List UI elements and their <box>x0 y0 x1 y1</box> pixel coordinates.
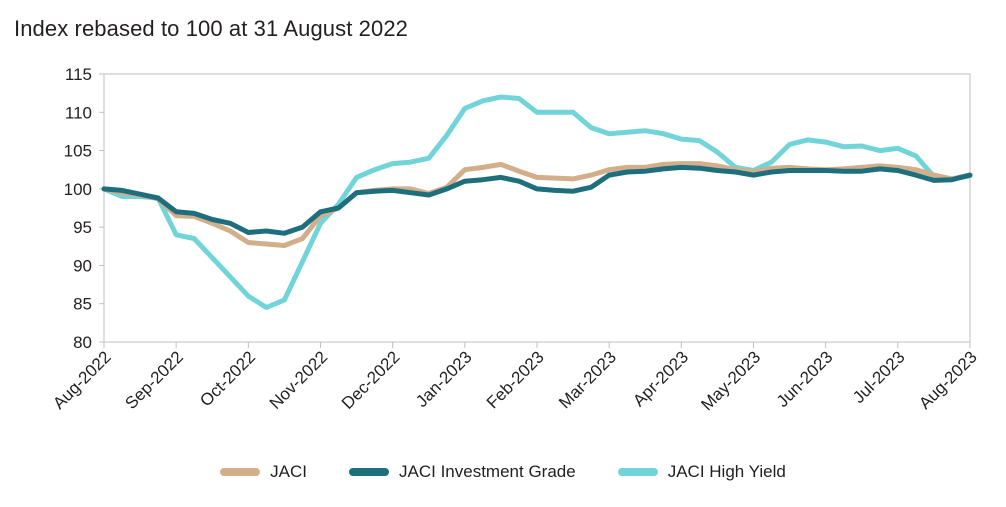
y-tick-label: 80 <box>73 333 92 352</box>
series-line-jaci-high-yield <box>101 94 973 310</box>
legend-label: JACI High Yield <box>667 462 786 481</box>
legend-label: JACI <box>270 462 308 481</box>
x-tick-label: Oct-2022 <box>196 347 259 410</box>
x-tick-label: Mar-2023 <box>555 347 620 412</box>
y-tick-label: 105 <box>64 142 92 161</box>
x-tick-label: Dec-2022 <box>338 347 404 413</box>
legend-item: JACI Investment Grade <box>349 462 576 482</box>
series-line-jaci-investment-grade <box>101 164 973 236</box>
x-tick-label: Aug-2022 <box>49 347 115 413</box>
legend-swatch <box>617 468 658 476</box>
legend-item: JACI <box>220 462 307 482</box>
y-tick-label: 95 <box>73 218 92 237</box>
x-axis: Aug-2022 Sep-2022 Oct-2022 Nov-2022 Dec-2022… <box>49 342 981 414</box>
x-tick-label: Jul-2023 <box>849 347 909 407</box>
series-line-jaci <box>101 161 973 248</box>
y-tick-label: 110 <box>65 103 92 122</box>
x-tick-label: Jan-2023 <box>412 347 476 411</box>
legend-swatch <box>349 468 390 476</box>
legend-label: JACI Investment Grade <box>399 462 576 481</box>
x-tick-label: Apr-2023 <box>629 347 692 410</box>
chart-title: Index rebased to 100 at 31 August 2022 <box>14 16 408 41</box>
x-tick-label: Aug-2023 <box>915 347 981 413</box>
x-tick-label: Jun-2023 <box>773 347 837 411</box>
x-tick-label: Feb-2023 <box>483 347 548 412</box>
legend-item: JACI High Yield <box>617 462 786 482</box>
y-axis: 80 85 90 95 100 105 110 115 <box>64 65 104 352</box>
x-tick-label: May-2023 <box>697 347 764 414</box>
legend-swatch <box>220 468 261 476</box>
y-tick-label: 115 <box>65 65 92 84</box>
series-layer <box>101 94 973 310</box>
legend: JACI JACI Investment Grade JACI High Yield <box>0 462 1006 482</box>
y-tick-label: 100 <box>64 180 92 199</box>
x-tick-label: Nov-2022 <box>266 347 332 413</box>
x-tick-label: Sep-2022 <box>121 347 187 413</box>
y-tick-label: 90 <box>73 256 92 275</box>
y-tick-label: 85 <box>73 295 92 314</box>
